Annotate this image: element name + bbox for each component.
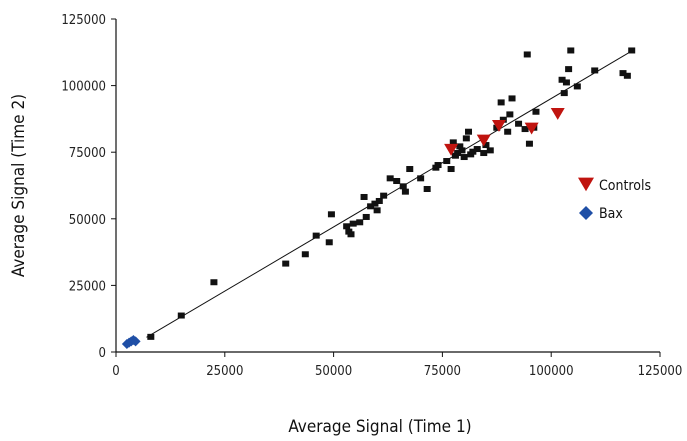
- point-genes: [623, 72, 631, 79]
- point-controls: [444, 143, 459, 156]
- point-genes: [375, 197, 383, 204]
- point-genes: [443, 158, 451, 165]
- y-tick-label: 125000: [61, 13, 106, 28]
- point-genes: [371, 200, 379, 207]
- point-bax: [130, 336, 141, 347]
- point-genes: [508, 95, 516, 102]
- ticks: 0 25000 50000 75000 100000 125000 0 25000 50000 7…: [61, 13, 682, 379]
- trendline: [146, 51, 630, 338]
- point-genes: [506, 111, 514, 118]
- point-genes: [523, 51, 531, 58]
- point-genes: [486, 147, 494, 154]
- point-genes: [473, 146, 481, 153]
- point-genes: [521, 126, 529, 133]
- point-genes: [482, 142, 490, 149]
- y-tick-label: 50000: [69, 213, 106, 228]
- point-genes: [469, 148, 477, 155]
- point-genes: [499, 116, 507, 123]
- legend-marker-bax: [579, 206, 593, 220]
- x-tick-label: 75000: [424, 364, 461, 379]
- point-genes: [347, 231, 355, 238]
- point-genes: [417, 175, 425, 182]
- point-genes: [525, 140, 533, 147]
- point-genes: [591, 67, 599, 74]
- point-genes: [393, 178, 401, 185]
- point-genes: [567, 47, 575, 54]
- y-tick-label: 25000: [69, 279, 106, 294]
- point-genes: [558, 76, 566, 83]
- point-genes: [565, 66, 573, 73]
- point-genes: [327, 211, 335, 218]
- point-genes: [480, 150, 488, 157]
- point-genes: [367, 203, 375, 210]
- point-genes: [560, 90, 568, 97]
- point-genes: [458, 147, 466, 154]
- point-genes: [380, 192, 388, 199]
- point-genes: [454, 150, 462, 157]
- point-genes: [362, 213, 370, 220]
- x-tick-label: 50000: [315, 364, 352, 379]
- point-genes: [360, 193, 368, 200]
- point-genes: [423, 185, 431, 192]
- legend-marker-controls: [578, 177, 594, 192]
- point-genes: [447, 166, 455, 173]
- point-genes: [386, 175, 394, 182]
- legend-item-bax: Bax: [579, 206, 623, 222]
- point-genes: [399, 183, 407, 190]
- point-genes: [343, 223, 351, 230]
- point-controls: [491, 119, 506, 132]
- point-genes: [401, 188, 409, 195]
- point-genes: [460, 154, 468, 161]
- point-controls: [550, 107, 565, 120]
- point-genes: [406, 166, 414, 173]
- legend-label-controls: Controls: [599, 178, 651, 194]
- x-tick-label: 0: [112, 364, 119, 379]
- legend-item-controls: Controls: [578, 177, 651, 194]
- y-tick-label: 0: [99, 346, 106, 361]
- point-genes: [504, 128, 512, 135]
- axes: [115, 19, 660, 353]
- point-genes: [312, 232, 320, 239]
- y-tick-label: 75000: [69, 146, 106, 161]
- point-genes: [628, 47, 636, 54]
- x-tick-label: 125000: [638, 364, 683, 379]
- point-genes: [301, 251, 309, 258]
- y-axis-title: Average Signal (Time 2): [9, 94, 29, 277]
- point-genes: [325, 239, 333, 246]
- x-tick-label: 25000: [206, 364, 243, 379]
- point-genes: [619, 70, 627, 77]
- point-genes: [515, 120, 523, 127]
- point-genes: [532, 108, 540, 115]
- point-genes: [465, 128, 473, 135]
- point-genes: [449, 139, 457, 146]
- y-tick-label: 100000: [61, 80, 106, 95]
- point-genes: [282, 260, 290, 267]
- point-genes: [573, 83, 581, 90]
- x-tick-label: 100000: [529, 364, 574, 379]
- x-axis-title: Average Signal (Time 1): [288, 417, 471, 437]
- point-genes: [456, 143, 464, 150]
- legend-label-bax: Bax: [599, 206, 623, 222]
- point-genes: [497, 99, 505, 106]
- legend: Controls Bax: [578, 177, 651, 222]
- point-genes: [177, 312, 185, 319]
- point-genes: [373, 207, 381, 214]
- point-genes: [356, 219, 364, 226]
- point-genes: [210, 279, 218, 286]
- point-genes: [562, 79, 570, 86]
- point-controls: [524, 122, 539, 135]
- point-genes: [434, 162, 442, 169]
- point-genes: [462, 135, 470, 142]
- point-genes: [147, 333, 155, 340]
- point-genes: [349, 220, 357, 227]
- data-points: [121, 47, 636, 350]
- point-controls: [476, 134, 491, 147]
